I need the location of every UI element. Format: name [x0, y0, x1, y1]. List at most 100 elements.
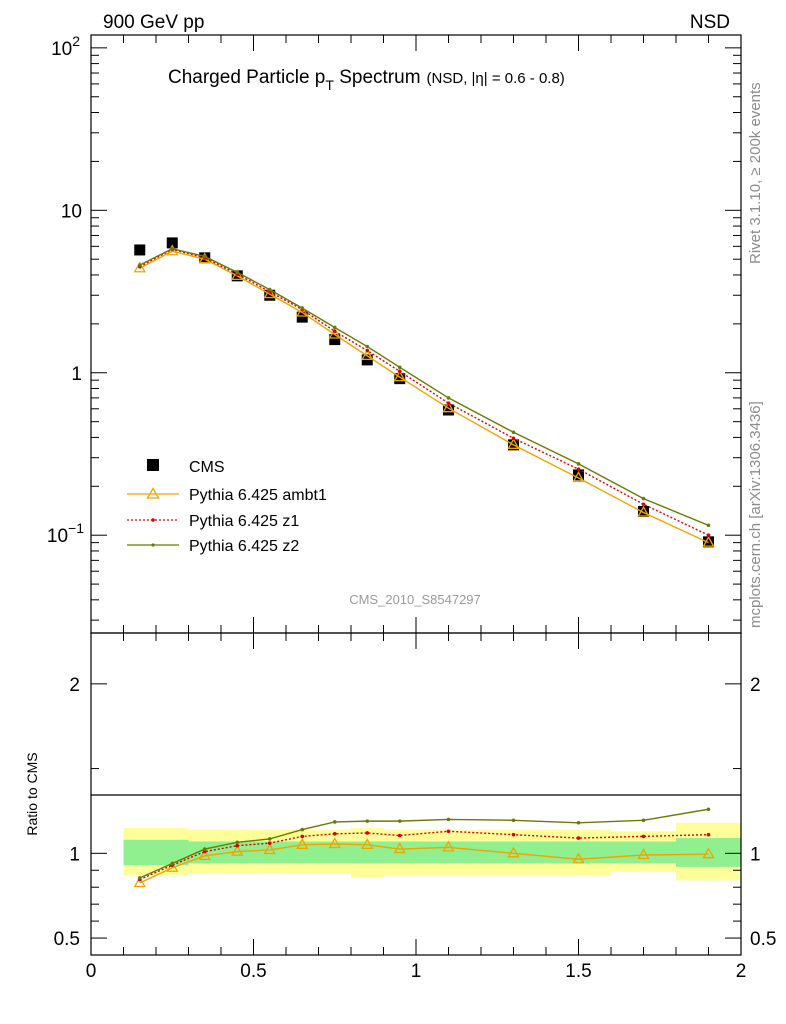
ratio-point-ambt1 [133, 876, 146, 888]
data-point-z2 [641, 496, 646, 501]
data-point-z1 [332, 329, 337, 334]
ratio-series-layer [133, 807, 715, 888]
ratio-point-z1 [235, 843, 240, 848]
data-point-ambt1 [442, 401, 455, 413]
data-point-ambt1 [328, 327, 341, 339]
data-point-ambt1 [361, 349, 374, 361]
band-inner [351, 841, 384, 864]
ratio-line-z1 [139, 830, 709, 881]
data-point-z2 [446, 396, 451, 400]
ratio-point-z2 [235, 840, 240, 845]
data-point-ambt1 [296, 305, 309, 317]
data-point-cms [166, 237, 178, 249]
main-y-tick-labels: 10−1 1 10 102 [47, 33, 84, 547]
data-point-z1 [641, 502, 646, 507]
data-point-cms [296, 311, 308, 323]
legend: CMS Pythia 6.425 ambt1 Pythia 6.425 z1 P… [127, 459, 327, 555]
ratio-point-ambt1 [393, 842, 406, 854]
ratio-line-z2 [139, 808, 709, 879]
ratio-line-ambt1 [139, 843, 709, 884]
data-point-ambt1 [702, 535, 715, 547]
ratio-point-z1 [641, 834, 646, 839]
data-point-cms [703, 536, 714, 548]
series-line-z1 [139, 248, 709, 536]
ratio-point-ambt1 [702, 847, 715, 859]
chart-title-main: Charged Particle p [168, 67, 325, 88]
ratio-point-z1 [202, 849, 207, 854]
y-tick-label: 10 [61, 201, 82, 222]
ratio-point-ambt1 [263, 843, 276, 855]
data-point-z2 [397, 365, 402, 370]
data-point-cms [264, 289, 276, 301]
main-series-layer [133, 237, 715, 548]
ratio-point-z2 [332, 820, 337, 824]
data-point-z1 [365, 348, 370, 353]
legend-label-cms: CMS [189, 459, 225, 476]
legend-label-ambt1: Pythia 6.425 ambt1 [189, 487, 327, 504]
data-point-z2 [365, 344, 370, 349]
data-point-cms [573, 469, 584, 481]
band-inner [253, 841, 286, 864]
ratio-point-z2 [365, 819, 370, 823]
legend-marker-cms [147, 459, 159, 471]
ratio-y-tick-label-left: 0.5 [54, 929, 80, 950]
band-inner [123, 839, 156, 866]
ratio-frame [90, 632, 742, 956]
ratio-point-ambt1 [328, 837, 341, 849]
band-inner [676, 838, 741, 867]
chart-title-small: (NSD, |η| = 0.6 - 0.8) [427, 70, 565, 87]
band-inner [286, 841, 319, 864]
ratio-point-z1 [332, 832, 337, 836]
rivet-label: Rivet 3.1.10, ≥ 200k events [747, 82, 764, 264]
data-point-z1 [511, 436, 516, 441]
y-tick-label: 102 [51, 33, 80, 60]
chart-title: Charged Particle pT Spectrum (NSD, |η| = … [168, 67, 565, 93]
data-point-z2 [576, 462, 581, 466]
ratio-point-z1 [267, 841, 272, 845]
ratio-point-z1 [300, 834, 305, 839]
ratio-axis-ticks [90, 633, 742, 955]
ratio-point-z2 [641, 818, 646, 823]
series-line-z2 [139, 247, 709, 526]
ratio-point-z2 [202, 847, 207, 851]
data-point-z1 [706, 533, 711, 537]
ratio-point-z1 [511, 832, 516, 837]
y-tick-label: 10−1 [47, 520, 84, 547]
data-point-ambt1 [263, 287, 276, 299]
data-point-ambt1 [572, 471, 585, 483]
data-point-cms [134, 244, 146, 256]
ratio-point-ambt1 [361, 838, 374, 849]
ratio-point-z1 [365, 831, 370, 835]
ratio-point-z2 [511, 818, 516, 823]
ratio-y-tick-label-right: 1 [750, 844, 761, 865]
legend-label-z1: Pythia 6.425 z1 [189, 513, 299, 530]
legend-marker-z2 [151, 543, 155, 547]
ratio-point-ambt1 [572, 852, 585, 864]
ratio-point-z1 [397, 833, 402, 838]
ratio-point-ambt1 [637, 848, 650, 860]
ratio-point-ambt1 [198, 849, 211, 861]
data-point-z2 [137, 263, 142, 267]
mcplots-label: mcplots.cern.ch [arXiv:1306.3436] [747, 401, 764, 628]
data-point-ambt1 [133, 261, 146, 273]
chart-title-after: Spectrum [334, 67, 421, 88]
main-axis-ticks [90, 35, 742, 633]
data-point-z1 [576, 467, 581, 471]
x-tick-label: 0 [86, 961, 97, 982]
data-point-z2 [202, 254, 207, 259]
ratio-point-ambt1 [296, 838, 309, 849]
ratio-y-tick-labels: 0.5 0.5 1 1 2 2 [54, 675, 777, 950]
x-tick-label: 1 [411, 961, 422, 982]
ratio-point-ambt1 [507, 846, 520, 858]
data-point-z2 [235, 270, 240, 275]
ratio-point-z2 [397, 819, 402, 823]
header-left: 900 GeV pp [103, 12, 204, 33]
chart-title-subscript: T [325, 77, 334, 93]
data-point-z2 [267, 287, 272, 292]
ratio-point-z2 [446, 817, 451, 822]
data-point-cms [394, 373, 406, 385]
ratio-y-tick-label-right: 2 [750, 675, 761, 696]
legend-label-z2: Pythia 6.425 z2 [189, 538, 299, 555]
data-point-cms [638, 505, 649, 517]
